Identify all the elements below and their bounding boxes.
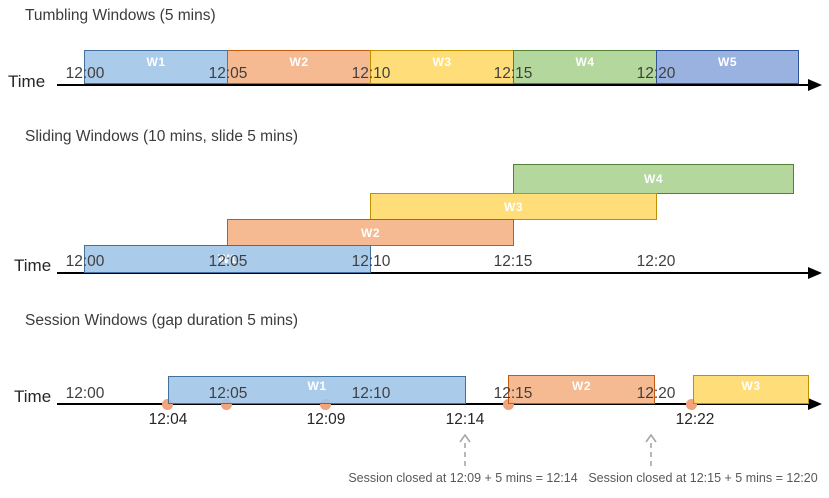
session-event-time-label: 12:04	[148, 411, 188, 428]
session-event-time-label: 12:22	[675, 411, 715, 428]
window-label: W3	[741, 379, 761, 393]
sliding-window-w3: W3	[370, 193, 657, 220]
session-tick-label: 12:15	[493, 385, 533, 402]
sliding-tick-label: 12:10	[351, 253, 391, 270]
tumbling-window-w2: W2	[227, 50, 371, 84]
window-label: W1	[146, 55, 166, 69]
sliding-window-w2: W2	[227, 219, 514, 246]
tumbling-window-w3: W3	[370, 50, 514, 84]
session-close-arrow-icon	[644, 433, 658, 473]
window-label: W2	[572, 379, 591, 393]
tumbling-window-w1: W1	[84, 50, 228, 84]
sliding-timeline-axis	[57, 272, 808, 274]
sliding-tick-label: 12:05	[208, 253, 248, 270]
session-timeline-axis	[57, 403, 808, 405]
sliding-axis-arrowhead-icon	[808, 267, 822, 279]
sliding-tick-label: 12:20	[636, 253, 676, 270]
session-window-w3: W3	[693, 375, 809, 404]
session-close-arrow-icon	[458, 433, 472, 473]
sliding-time-axis-label: Time	[14, 256, 52, 275]
window-label: W2	[361, 225, 380, 240]
window-label: W5	[718, 55, 737, 69]
session-axis-arrowhead-icon	[808, 398, 822, 410]
window-label: W4	[644, 172, 663, 186]
sliding-tick-label: 12:15	[493, 253, 533, 270]
tumbling-axis-arrowhead-icon	[808, 79, 822, 91]
tumbling-section-title: Tumbling Windows (5 mins)	[25, 7, 216, 24]
session-tick-label: 12:10	[351, 385, 391, 402]
window-label: W1	[218, 252, 237, 266]
sliding-section-title: Sliding Windows (10 mins, slide 5 mins)	[25, 128, 299, 145]
window-label: W2	[289, 55, 309, 69]
tumbling-tick-label: 12:00	[65, 65, 105, 82]
tumbling-window-w4: W4	[513, 50, 657, 84]
sliding-window-w4: W4	[513, 164, 794, 194]
tumbling-window-w5: W5	[656, 50, 799, 84]
session-tick-label: 12:00	[65, 385, 105, 402]
session-event-time-label: 12:09	[306, 411, 346, 428]
window-label: W1	[307, 379, 327, 393]
session-tick-label: 12:20	[636, 385, 676, 402]
window-label: W4	[575, 55, 595, 69]
sliding-window-w1: W1	[84, 245, 371, 273]
session-tick-label: 12:05	[208, 385, 248, 402]
tumbling-tick-label: 12:05	[208, 65, 248, 82]
tumbling-tick-label: 12:15	[493, 65, 533, 82]
window-label: W3	[432, 55, 452, 69]
session-close-annotation: Session closed at 12:15 + 5 mins = 12:20	[588, 471, 818, 485]
session-window-w1: W1	[168, 376, 466, 404]
session-event-dot	[162, 399, 173, 410]
session-time-axis-label: Time	[14, 387, 52, 406]
session-section-title: Session Windows (gap duration 5 mins)	[25, 312, 299, 329]
sliding-tick-label: 12:00	[65, 253, 105, 270]
tumbling-tick-label: 12:10	[351, 65, 391, 82]
tumbling-timeline-axis	[57, 84, 808, 86]
session-event-dot	[686, 399, 697, 410]
session-close-annotation: Session closed at 12:09 + 5 mins = 12:14	[348, 471, 578, 485]
tumbling-time-axis-label: Time	[8, 72, 46, 91]
session-close-time-label: 12:14	[445, 411, 485, 428]
session-window-w2: W2	[508, 375, 655, 404]
tumbling-tick-label: 12:20	[636, 65, 676, 82]
window-label: W3	[504, 199, 523, 214]
